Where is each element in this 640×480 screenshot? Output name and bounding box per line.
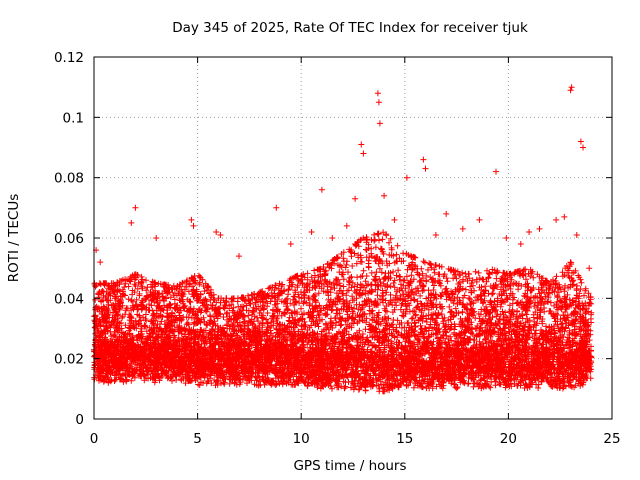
x-axis-label: GPS time / hours: [293, 458, 406, 474]
y-tick-label: 0.04: [54, 291, 84, 307]
x-tick-label: 15: [396, 431, 413, 447]
axis-ticks: 0 5 10 15 20 25 0 0.02 0.04 0.06 0.08 0.1 0.12: [54, 50, 621, 447]
scatter-points: [91, 84, 595, 395]
data-points: [91, 84, 595, 395]
y-tick-label: 0.08: [54, 171, 84, 187]
y-tick-label: 0.1: [63, 110, 84, 126]
x-tick-label: 5: [193, 431, 202, 447]
x-tick-label: 25: [603, 431, 620, 447]
chart-title: Day 345 of 2025, Rate Of TEC Index for r…: [172, 20, 528, 36]
y-tick-label: 0.06: [54, 231, 84, 247]
y-tick-label: 0: [75, 412, 84, 428]
x-tick-label: 0: [90, 431, 99, 447]
y-tick-label: 0.12: [54, 50, 84, 66]
y-tick-label: 0.02: [54, 352, 84, 368]
x-tick-label: 10: [293, 431, 310, 447]
x-tick-label: 20: [500, 431, 517, 447]
y-axis-label: ROTI / TECUs: [6, 194, 22, 282]
